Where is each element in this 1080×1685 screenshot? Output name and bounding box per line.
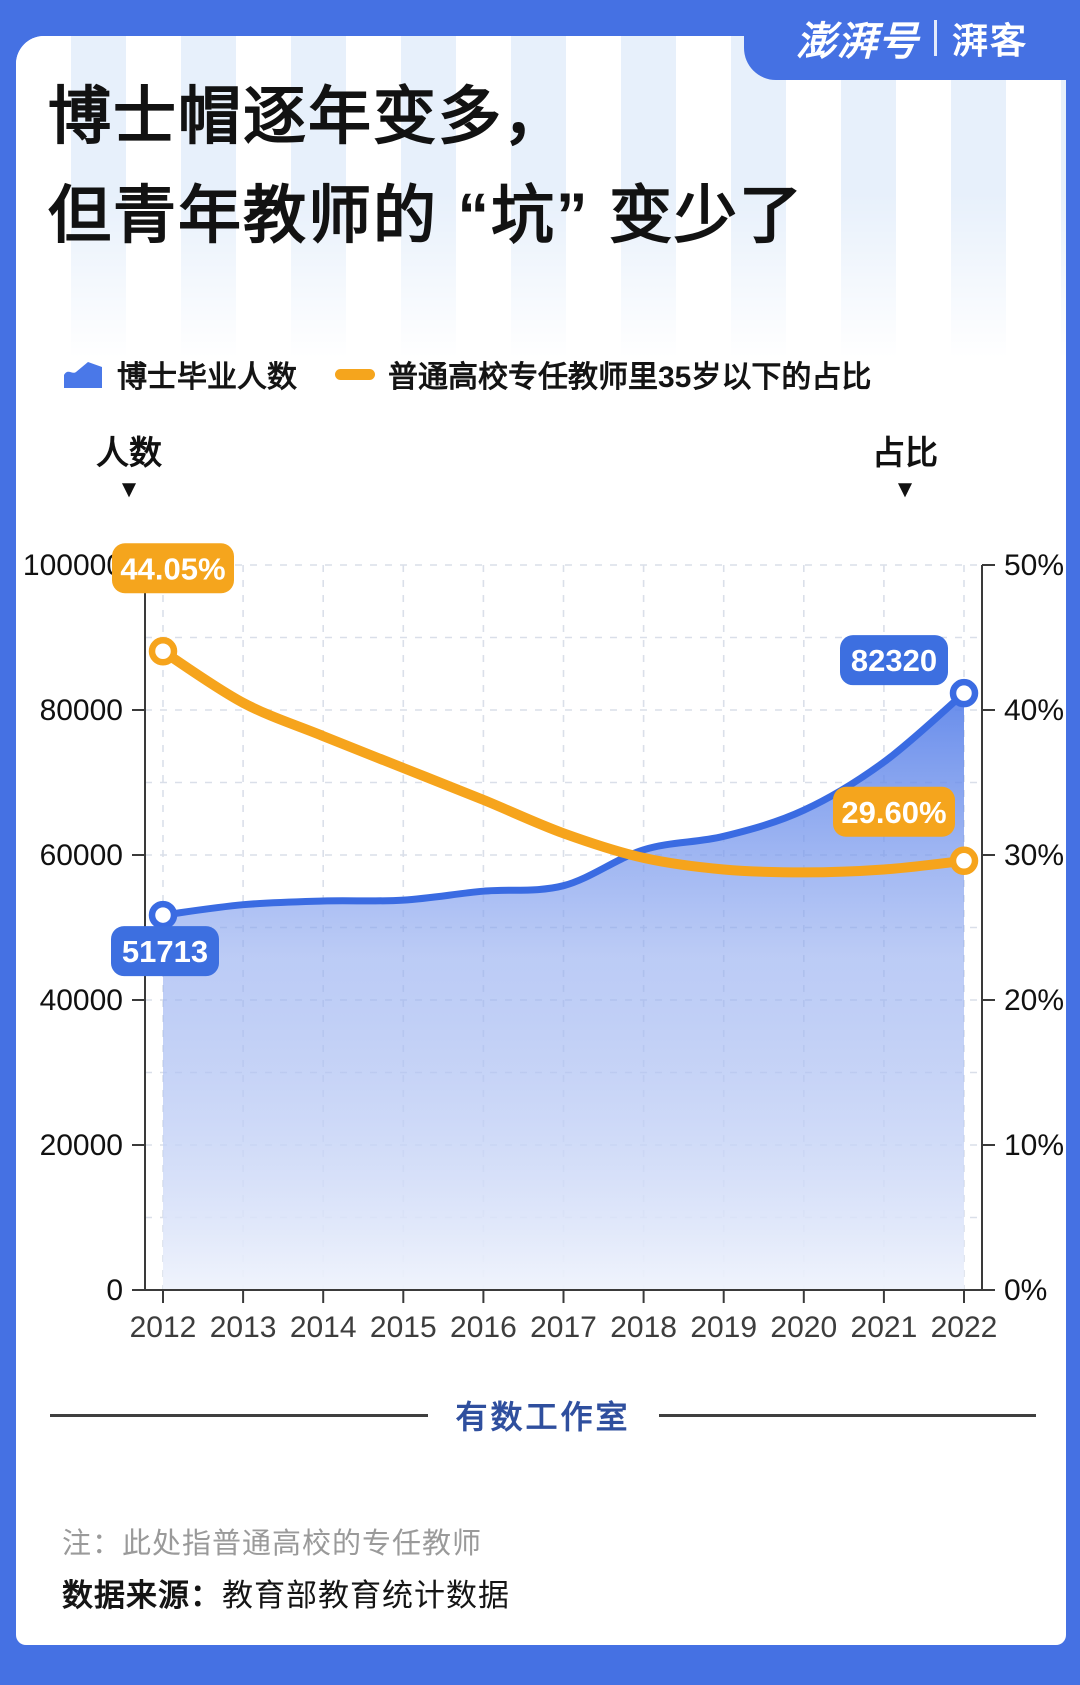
legend-item-under35-share: 普通高校专任教师里35岁以下的占比 xyxy=(335,352,871,396)
annotation-badge: 51713 xyxy=(111,926,219,977)
left-axis-tick-label: 40000 xyxy=(40,984,123,1017)
left-axis-tick-label: 20000 xyxy=(40,1129,123,1162)
right-axis-tick-label: 40% xyxy=(1004,694,1064,727)
title-line-2: 但青年教师的 “坑” 变少了 xyxy=(48,180,805,251)
data-source: 数据来源：教育部教育统计数据 xyxy=(62,1570,510,1615)
x-axis-year-label: 2021 xyxy=(851,1311,918,1344)
axis-tick-labels: 0 20000 40000 60000 80000 100000 0% 10% 20% 30% 40… xyxy=(23,549,1064,1344)
chart-legend: 博士毕业人数 普通高校专任教师里35岁以下的占比 xyxy=(62,352,871,396)
logo-brand-text: 澎湃号 xyxy=(795,20,919,64)
legend-label: 博士毕业人数 xyxy=(117,361,297,394)
area-series-fill xyxy=(163,693,964,1290)
data-source-label: 数据来源： xyxy=(62,1578,222,1613)
annotation-badge: 29.60% xyxy=(833,786,955,837)
left-axis-title: 人数 xyxy=(96,434,162,471)
right-axis-tick-label: 10% xyxy=(1004,1129,1064,1162)
x-axis-year-label: 2015 xyxy=(370,1311,437,1344)
x-axis-year-label: 2013 xyxy=(210,1311,277,1344)
x-axis-year-label: 2020 xyxy=(770,1311,837,1344)
right-axis-tick-label: 0% xyxy=(1004,1274,1047,1307)
down-triangle-icon: ▼ xyxy=(117,476,141,503)
data-source-value: 教育部教育统计数据 xyxy=(222,1578,510,1613)
legend-label: 普通高校专任教师里35岁以下的占比 xyxy=(388,361,872,394)
publisher-logo-tab: 澎湃号 湃客 xyxy=(744,0,1080,80)
left-axis-tick-label: 60000 xyxy=(40,839,123,872)
legend-item-phd-graduates: 博士毕业人数 xyxy=(62,352,297,396)
right-axis-tick-label: 50% xyxy=(1004,549,1064,582)
x-axis-year-label: 2014 xyxy=(290,1311,357,1344)
data-point-marker xyxy=(148,637,178,666)
x-axis-year-label: 2018 xyxy=(610,1311,677,1344)
annotation-badge: 82320 xyxy=(840,635,948,686)
studio-name: 有数工作室 xyxy=(455,1399,631,1435)
stripes-fade-overlay xyxy=(16,36,1066,386)
x-axis-year-label: 2019 xyxy=(690,1311,757,1344)
right-axis-header: 占比 ▼ xyxy=(872,426,938,502)
x-axis-year-label: 2012 xyxy=(130,1311,197,1344)
data-point-marker xyxy=(949,678,979,708)
left-axis-tick-label: 100000 xyxy=(23,549,123,582)
logo-sub-text: 湃客 xyxy=(951,20,1028,61)
x-axis-year-label: 2022 xyxy=(931,1311,998,1344)
left-axis-header: 人数 ▼ xyxy=(96,426,162,502)
left-axis-tick-label: 0 xyxy=(106,1274,123,1307)
title-line-1: 博士帽逐年变多， xyxy=(48,82,568,152)
left-axis-tick-label: 80000 xyxy=(40,694,123,727)
svg-text:44.05%: 44.05% xyxy=(120,551,225,586)
line-series xyxy=(158,646,969,878)
right-axis-title: 占比 xyxy=(872,434,938,471)
data-point-marker xyxy=(949,846,979,876)
studio-divider-row: 有数工作室 xyxy=(50,1392,1037,1438)
right-axis-tick-label: 30% xyxy=(1004,839,1064,872)
x-axis-year-label: 2016 xyxy=(450,1311,517,1344)
line-series-icon xyxy=(335,368,375,380)
divider-line-left xyxy=(50,1413,428,1417)
down-triangle-icon: ▼ xyxy=(893,476,917,503)
svg-text:51713: 51713 xyxy=(122,934,208,969)
logo-divider xyxy=(933,20,937,56)
divider-line-right xyxy=(658,1413,1037,1417)
svg-text:29.60%: 29.60% xyxy=(841,795,946,830)
area-series-icon xyxy=(64,362,102,388)
right-axis-tick-label: 20% xyxy=(1004,984,1064,1017)
x-axis-year-label: 2017 xyxy=(530,1311,597,1344)
svg-text:82320: 82320 xyxy=(851,643,937,678)
footnote: 注：此处指普通高校的专任教师 xyxy=(62,1528,483,1560)
data-point-marker xyxy=(148,900,178,930)
page-title: 博士帽逐年变多， 但青年教师的 “坑” 变少了 xyxy=(48,68,1028,266)
annotation-badge: 44.05% xyxy=(112,543,234,594)
